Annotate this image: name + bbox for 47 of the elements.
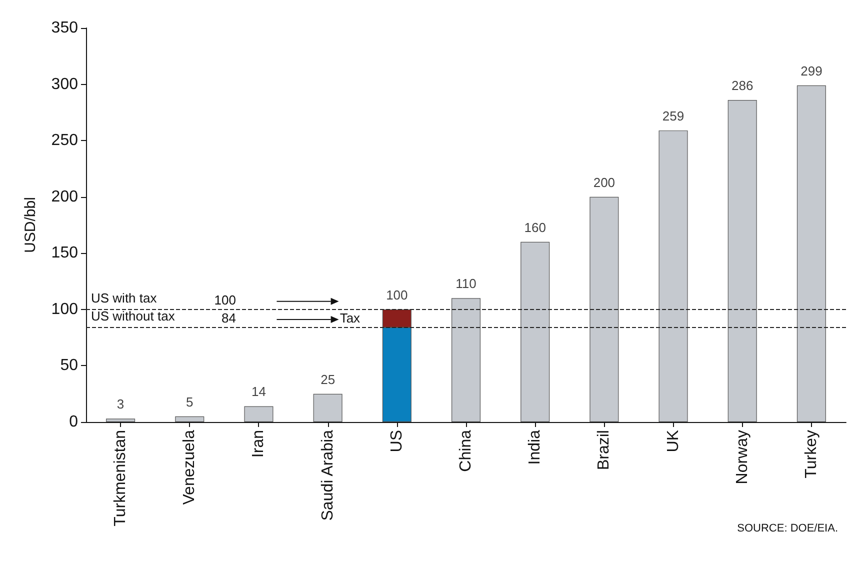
- x-tick-label: Iran: [250, 430, 268, 458]
- annotation: 84: [222, 310, 236, 326]
- y-tick-label: 250: [51, 132, 78, 150]
- bar: [590, 196, 619, 422]
- total-label: 286: [732, 78, 754, 94]
- bar: [796, 85, 826, 422]
- annotation: 100: [214, 292, 236, 308]
- ref-line-label: US with tax: [91, 290, 158, 306]
- bar: [313, 394, 342, 422]
- x-tick-label: India: [526, 430, 544, 465]
- bar: [175, 416, 204, 422]
- x-tick-label: Turkmenistan: [112, 430, 130, 526]
- total-label: 25: [320, 372, 336, 387]
- y-tick-label: 150: [51, 244, 78, 262]
- bar: [520, 242, 550, 422]
- x-tick-label: China: [458, 430, 474, 472]
- y-tick-label: 350: [51, 20, 78, 36]
- bar: [106, 418, 136, 422]
- annotation: Tax: [340, 310, 361, 326]
- bar: [728, 100, 757, 422]
- x-tick-label: US: [388, 430, 406, 452]
- bar: [244, 406, 274, 422]
- x-tick-label: Venezuela: [181, 430, 198, 505]
- source-note: SOURCE: DOE/EIA.: [737, 522, 838, 534]
- y-tick-label: 200: [51, 188, 78, 206]
- bar: [658, 130, 688, 422]
- total-label: 110: [456, 276, 476, 292]
- x-tick-label: Turkey: [802, 430, 820, 478]
- total-label: 299: [800, 63, 822, 78]
- ref-line-label: US without tax: [91, 308, 176, 324]
- x-tick-label: UK: [664, 430, 682, 452]
- y-tick-label: 100: [51, 300, 78, 318]
- x-tick-label: Saudi Arabia: [319, 430, 336, 521]
- x-tick-label: Norway: [734, 430, 751, 484]
- total-label: 5: [186, 394, 194, 410]
- x-tick-label: Brazil: [596, 430, 613, 470]
- total-label: 14: [251, 384, 266, 400]
- y-tick-label: 0: [69, 414, 78, 430]
- y-tick-label: 300: [51, 76, 78, 93]
- total-label: 200: [593, 174, 616, 190]
- total-label: 160: [524, 220, 546, 235]
- bar: [451, 298, 481, 422]
- y-axis-title: USD/bbl: [22, 197, 39, 253]
- total-label: 100: [386, 287, 408, 302]
- total-label: 259: [662, 108, 684, 124]
- total-label: 3: [116, 396, 124, 412]
- y-tick-label: 50: [60, 357, 78, 374]
